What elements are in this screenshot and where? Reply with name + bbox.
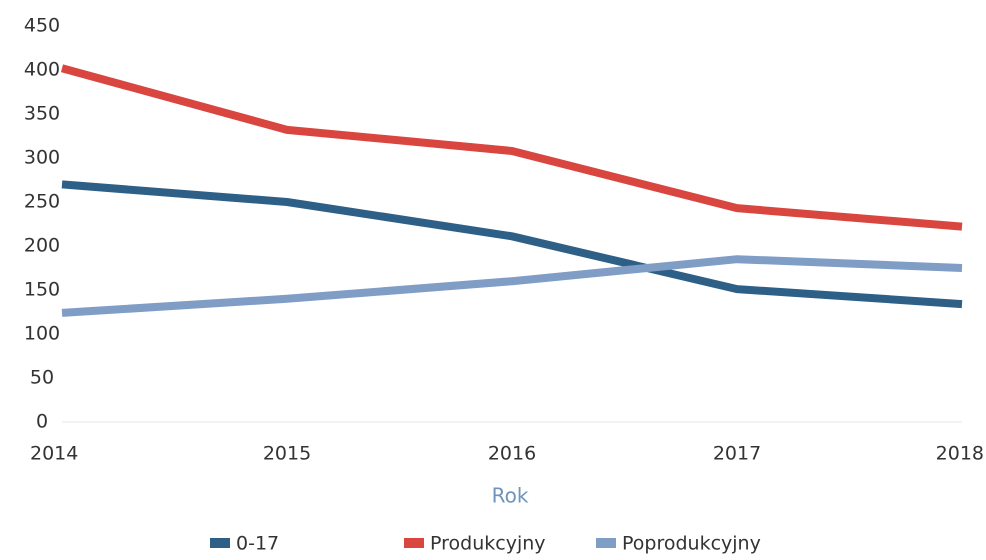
x-tick-label: 2015	[263, 443, 311, 465]
x-tick-label: 2016	[488, 443, 536, 465]
y-tick-label: 150	[24, 279, 60, 301]
line-series	[61, 255, 963, 317]
y-tick-label: 200	[24, 235, 60, 257]
legend-label: Produkcyjny	[430, 533, 546, 555]
y-tick-label: 50	[30, 367, 54, 389]
y-tick-label: 0	[36, 411, 48, 433]
legend-swatch	[596, 538, 616, 548]
y-tick-label: 250	[24, 191, 60, 213]
y-tick-label: 450	[24, 15, 60, 37]
y-tick-label: 100	[24, 323, 60, 345]
x-axis-title: Rok	[492, 484, 529, 508]
legend-label: Poprodukcyjny	[622, 533, 761, 555]
x-tick-label: 2017	[713, 443, 761, 465]
legend-swatch	[404, 538, 424, 548]
y-tick-label: 350	[24, 103, 60, 125]
y-tick-label: 400	[24, 59, 60, 81]
legend-label: 0-17	[236, 533, 279, 555]
legend-swatch	[210, 538, 230, 548]
line-series	[61, 180, 963, 309]
line-series	[60, 64, 963, 231]
x-tick-label: 2018	[936, 443, 984, 465]
x-tick-label: 2014	[30, 443, 78, 465]
y-tick-label: 300	[24, 147, 60, 169]
